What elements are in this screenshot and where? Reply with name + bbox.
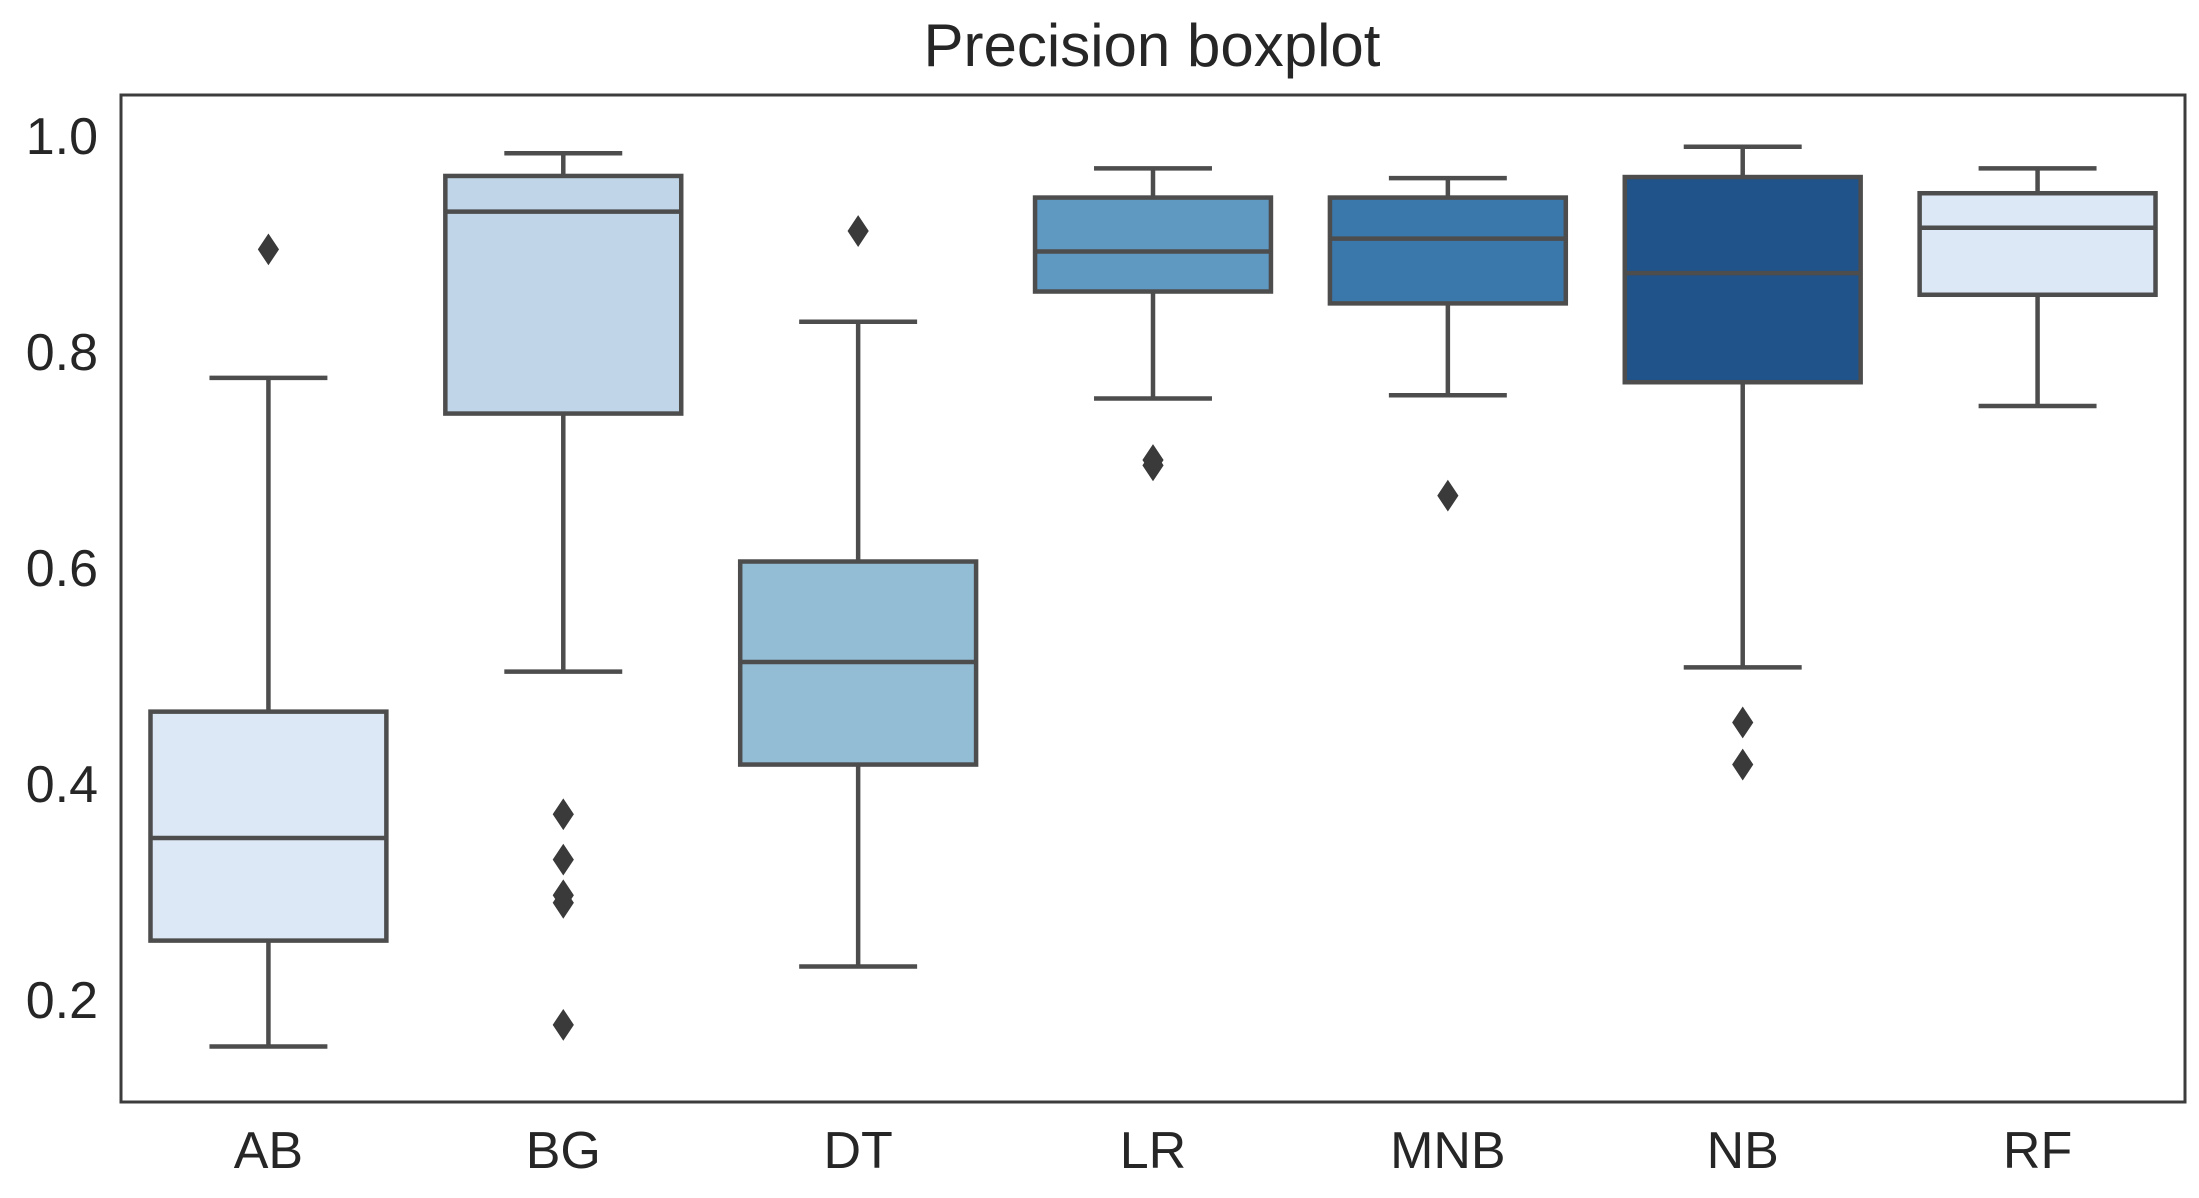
- box-group-dt: [737, 215, 979, 969]
- y-axis: 0.2 0.4 0.6 0.8 1.0: [26, 108, 98, 1030]
- plot-frame: [119, 93, 2187, 1104]
- x-tick-label-ab: AB: [234, 1122, 303, 1180]
- x-tick-label-lr: LR: [1120, 1122, 1186, 1180]
- box-ab: [148, 709, 389, 943]
- outlier-lr-1: [1142, 444, 1164, 476]
- box-group-lr: [1032, 166, 1274, 482]
- box-lr: [1032, 195, 1274, 294]
- y-tick-label: 0.8: [26, 324, 98, 382]
- x-tick-label-nb: NB: [1707, 1122, 1779, 1180]
- box-group-ab: [148, 233, 389, 1049]
- x-axis: AB BG DT LR MNB NB RF: [234, 1122, 2072, 1180]
- box-mnb: [1327, 195, 1569, 306]
- box-group-bg: [443, 151, 684, 1041]
- outlier-dt-0: [847, 215, 869, 247]
- outlier-bg-0: [552, 1008, 574, 1041]
- chart-title: Precision boxplot: [924, 12, 1381, 79]
- box-nb: [1622, 174, 1863, 385]
- plot-area: [148, 144, 2158, 1049]
- box-group-nb: [1622, 144, 1863, 781]
- x-tick-label-rf: RF: [2003, 1122, 2072, 1180]
- box-rf: [1917, 190, 2158, 298]
- x-tick-label-mnb: MNB: [1390, 1122, 1506, 1180]
- outlier-mnb-0: [1437, 479, 1459, 512]
- outlier-bg-4: [552, 798, 574, 831]
- outlier-ab-0: [257, 233, 280, 266]
- y-tick-label: 0.2: [26, 972, 98, 1030]
- outlier-bg-3: [552, 843, 574, 876]
- box-group-mnb: [1327, 175, 1569, 512]
- box-group-rf: [1917, 166, 2158, 409]
- outlier-bg-2: [552, 879, 574, 912]
- box-bg: [443, 173, 684, 416]
- y-tick-label: 0.4: [26, 756, 98, 814]
- outlier-nb-0: [1732, 748, 1754, 781]
- y-tick-label: 0.6: [26, 540, 98, 598]
- outlier-nb-1: [1732, 706, 1754, 739]
- x-tick-label-bg: BG: [526, 1122, 601, 1180]
- y-tick-label: 1.0: [26, 108, 98, 166]
- x-tick-label-dt: DT: [823, 1122, 892, 1180]
